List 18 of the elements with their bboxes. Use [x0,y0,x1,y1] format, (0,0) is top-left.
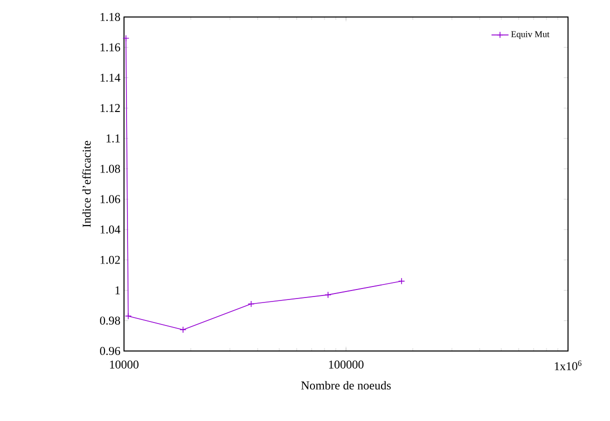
y-tick-label: 1.14 [100,74,120,82]
y-tick-label: 1.1 [106,134,120,142]
y-tick-label: 0.98 [100,316,120,325]
y-tick-label: 1.08 [100,164,120,173]
x-tick-label: 100000 [329,360,364,369]
x-tick-label: 1x10$^{6}$ [554,360,582,370]
y-axis-title: Indice d’efficacite [82,140,91,228]
legend-label: Equiv Mut [511,31,550,40]
y-tick-label: 1.16 [100,43,120,52]
x-tick-label: 10000 [110,360,138,369]
y-tick-label: 1.04 [100,225,120,234]
y-tick-label: 1.18 [100,12,120,22]
y-tick-label: 1.02 [100,256,120,264]
y-tick-label: 1.06 [100,195,120,204]
y-tick-label: 1.12 [100,104,120,112]
x-axis-title: Nombre de noeuds [301,381,391,390]
y-tick-label: 0.96 [100,346,120,356]
y-tick-label: 1 [116,286,120,294]
